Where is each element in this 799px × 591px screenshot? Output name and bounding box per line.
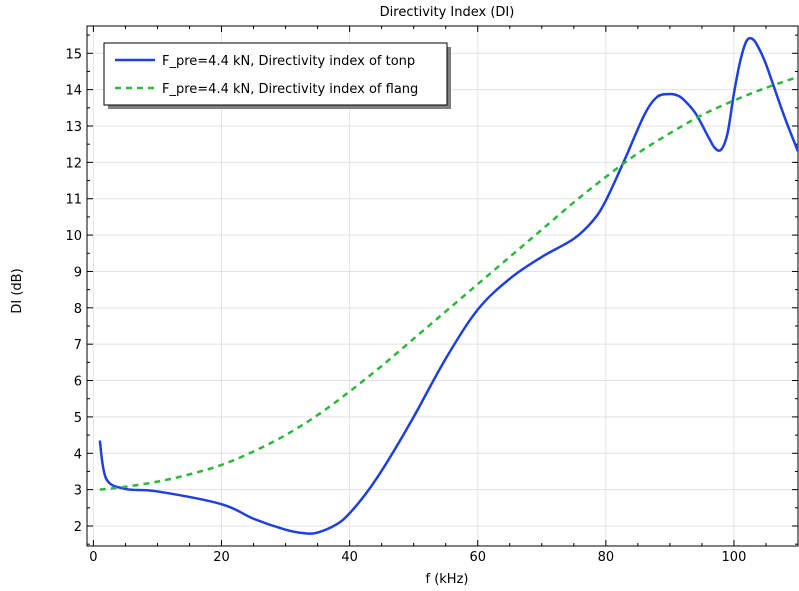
x-axis-label: f (kHz) bbox=[426, 572, 469, 587]
y-tick-label: 4 bbox=[74, 447, 82, 462]
y-tick-label: 3 bbox=[74, 484, 82, 499]
legend-label-2: F_pre=4.4 kN, Directivity index of flang bbox=[162, 82, 418, 97]
series-line-2 bbox=[99, 75, 799, 491]
plot-area bbox=[86, 25, 799, 547]
series-line-1 bbox=[98, 36, 799, 535]
y-tick-label: 2 bbox=[74, 520, 82, 535]
y-tick-label: 13 bbox=[65, 120, 82, 135]
y-tick-label: 15 bbox=[65, 47, 82, 62]
grid-lines bbox=[87, 26, 798, 546]
x-tick-label: 60 bbox=[469, 550, 486, 565]
y-tick-label: 14 bbox=[65, 84, 82, 99]
x-tick-label: 20 bbox=[213, 550, 230, 565]
y-tick-label: 5 bbox=[74, 411, 82, 426]
y-tick-label: 8 bbox=[74, 302, 82, 317]
series-layer bbox=[98, 36, 799, 535]
x-tick-label: 80 bbox=[598, 550, 615, 565]
y-tick-label: 10 bbox=[65, 229, 82, 244]
chart-title: Directivity Index (DI) bbox=[380, 5, 515, 20]
legend-box bbox=[103, 42, 448, 106]
y-axis-label: DI (dB) bbox=[10, 268, 25, 313]
legend: F_pre=4.4 kN, Directivity index of tonp F… bbox=[103, 42, 451, 109]
axis-ticks: 0 20 40 60 80 100 2 3 4 5 6 7 8 9 10 11 12 13 14 15 bbox=[65, 26, 799, 565]
legend-label-1: F_pre=4.4 kN, Directivity index of tonp bbox=[162, 54, 415, 69]
x-tick-label: 40 bbox=[341, 550, 358, 565]
y-tick-label: 6 bbox=[74, 375, 82, 390]
y-tick-label: 9 bbox=[74, 265, 82, 280]
y-tick-label: 11 bbox=[65, 193, 82, 208]
y-tick-label: 12 bbox=[65, 156, 82, 171]
x-tick-label: 100 bbox=[722, 550, 747, 565]
y-tick-label: 7 bbox=[74, 338, 82, 353]
x-tick-label: 0 bbox=[89, 550, 97, 565]
